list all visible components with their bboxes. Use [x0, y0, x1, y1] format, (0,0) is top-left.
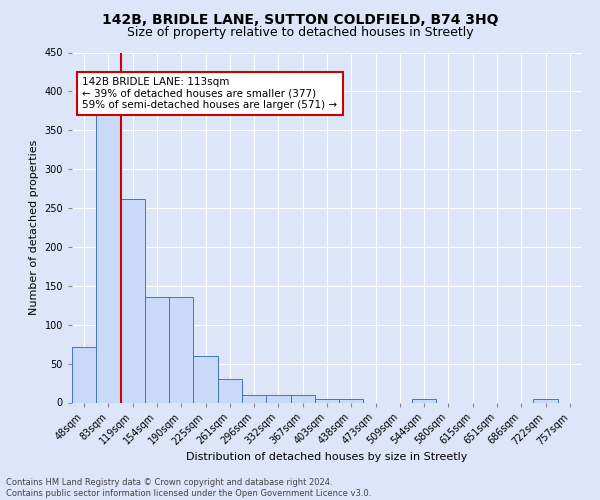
Bar: [96, 110, 121, 403]
Text: Size of property relative to detached houses in Streetly: Size of property relative to detached ho…: [127, 26, 473, 39]
Bar: [193, 356, 218, 403]
Text: 142B BRIDLE LANE: 113sqm
← 39% of detached houses are smaller (377)
59% of semi-: 142B BRIDLE LANE: 113sqm ← 39% of detach…: [82, 77, 337, 110]
Bar: [339, 398, 364, 402]
Bar: [121, 198, 145, 402]
Bar: [412, 400, 436, 402]
Bar: [218, 379, 242, 402]
Bar: [315, 398, 339, 402]
Bar: [169, 296, 193, 403]
Bar: [242, 394, 266, 402]
X-axis label: Distribution of detached houses by size in Streetly: Distribution of detached houses by size …: [187, 452, 467, 462]
Bar: [290, 394, 315, 402]
Y-axis label: Number of detached properties: Number of detached properties: [29, 140, 39, 315]
Text: Contains HM Land Registry data © Crown copyright and database right 2024.
Contai: Contains HM Land Registry data © Crown c…: [6, 478, 371, 498]
Bar: [145, 296, 169, 403]
Text: 142B, BRIDLE LANE, SUTTON COLDFIELD, B74 3HQ: 142B, BRIDLE LANE, SUTTON COLDFIELD, B74…: [102, 12, 498, 26]
Bar: [266, 394, 290, 402]
Bar: [72, 346, 96, 403]
Bar: [533, 400, 558, 402]
